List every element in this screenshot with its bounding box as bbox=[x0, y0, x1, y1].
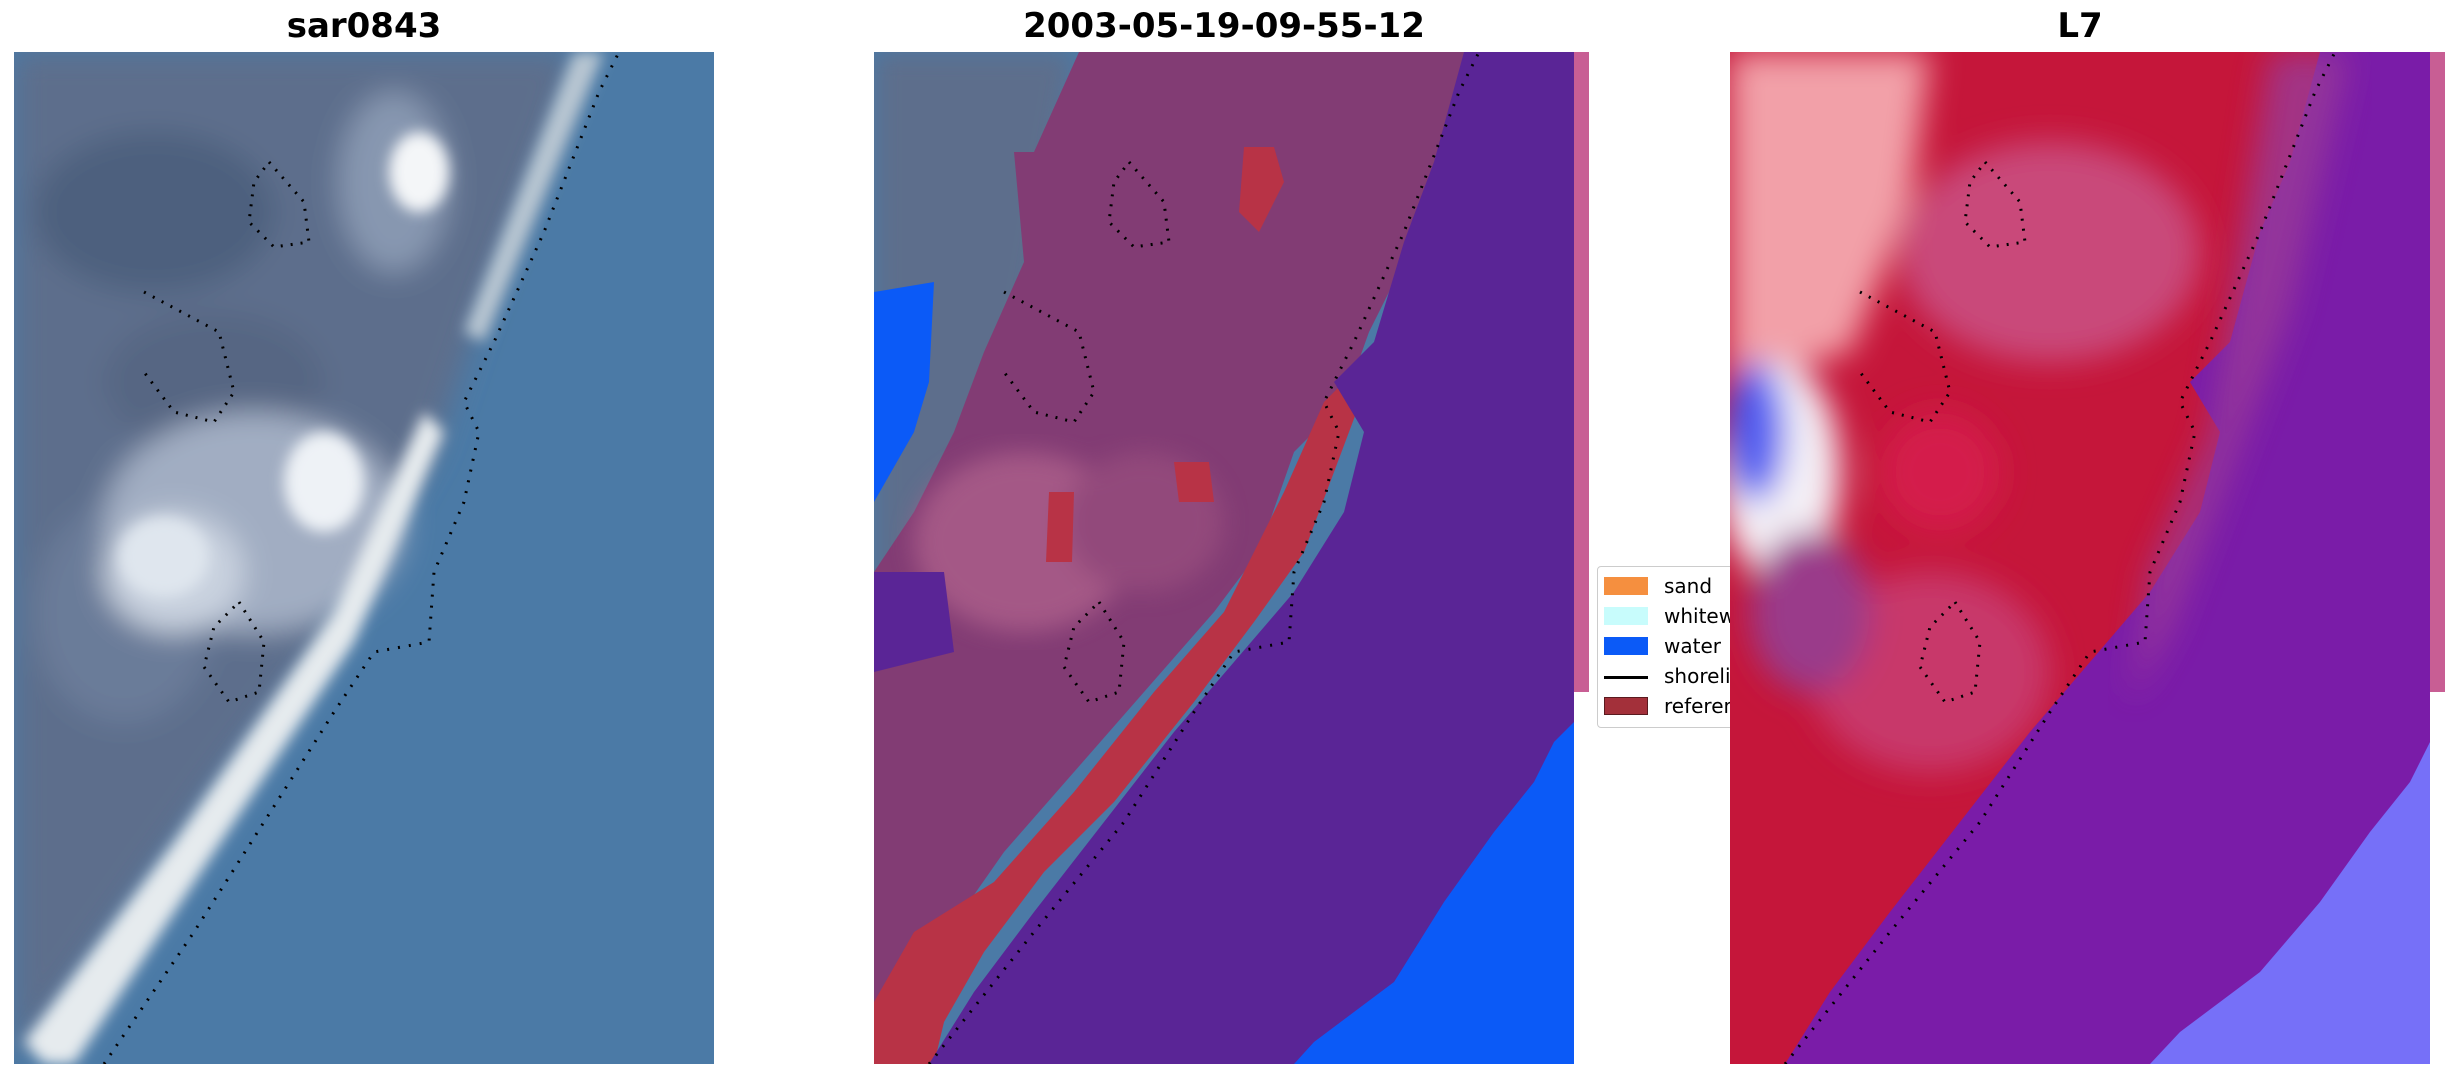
legend-item-water: water bbox=[1604, 633, 1721, 659]
classified-image bbox=[874, 52, 1589, 1064]
legend-label: sand bbox=[1664, 574, 1713, 598]
panel-title-classified: 2003-05-19-09-55-12 bbox=[1023, 6, 1425, 46]
rgb-image bbox=[14, 52, 714, 1064]
legend: sand whitewater water shoreline referenc… bbox=[1597, 566, 1776, 728]
rgb-image-panel bbox=[14, 52, 714, 1064]
sand-swatch-icon bbox=[1604, 577, 1648, 595]
reference-swatch-icon bbox=[1604, 697, 1648, 715]
panel-title-rgb: sar0843 bbox=[286, 6, 442, 46]
shoreline-line-icon bbox=[1604, 675, 1648, 679]
index-image bbox=[1730, 52, 2445, 1064]
classified-image-panel bbox=[874, 52, 1589, 1064]
legend-item-sand: sand bbox=[1604, 573, 1712, 599]
index-image-panel bbox=[1730, 52, 2445, 1064]
legend-label: water bbox=[1664, 634, 1721, 658]
whitewater-swatch-icon bbox=[1604, 607, 1648, 625]
water-swatch-icon bbox=[1604, 637, 1648, 655]
panel-title-index: L7 bbox=[2057, 6, 2103, 46]
